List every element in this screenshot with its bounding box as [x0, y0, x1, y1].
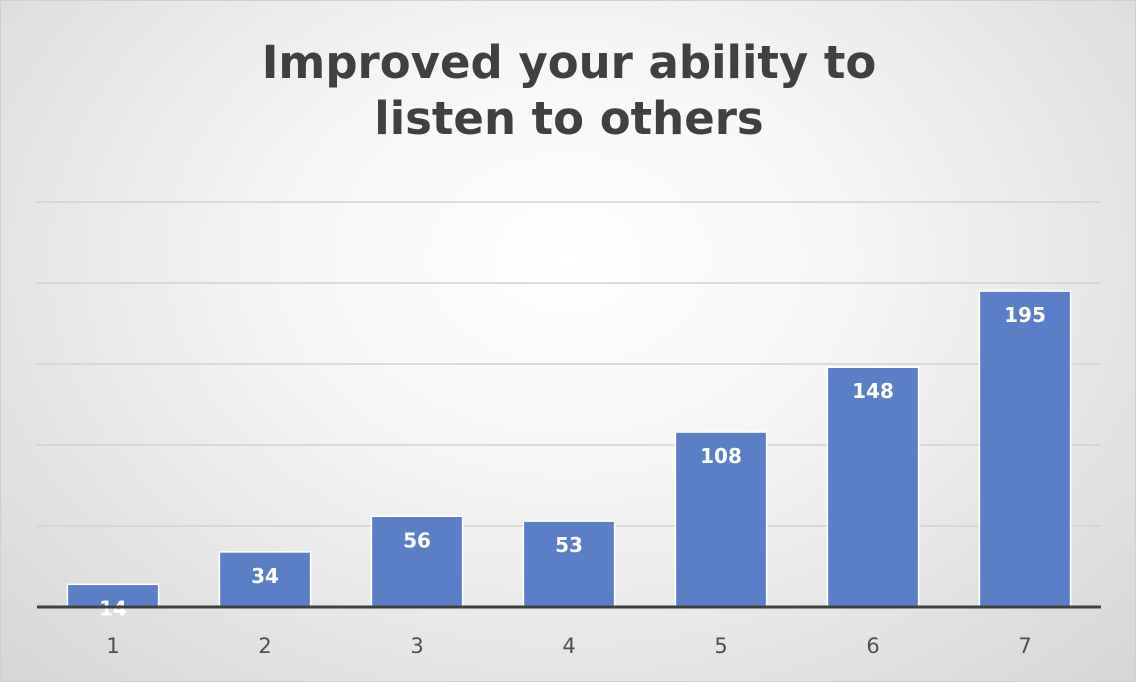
data-label: 34	[251, 564, 279, 588]
bar	[978, 290, 1072, 608]
data-label: 195	[1004, 303, 1046, 327]
x-tick-label: 2	[258, 634, 271, 658]
x-axis-ticks: 1 2 3 4 5 6 7	[106, 634, 1031, 658]
chart-title: Improved your ability to listen to other…	[261, 36, 877, 145]
data-label: 56	[403, 528, 431, 552]
bar	[826, 366, 920, 608]
bar	[522, 520, 616, 608]
x-tick-label: 7	[1018, 634, 1031, 658]
bar	[218, 551, 312, 608]
x-tick-label: 5	[714, 634, 727, 658]
bar	[674, 431, 768, 608]
x-tick-label: 6	[866, 634, 879, 658]
data-label: 53	[555, 533, 583, 557]
gridlines	[37, 201, 1101, 527]
x-tick-label: 3	[410, 634, 423, 658]
bar	[370, 515, 464, 608]
bars	[66, 290, 1072, 608]
x-tick-label: 1	[106, 634, 119, 658]
x-tick-label: 4	[562, 634, 575, 658]
data-label: 108	[700, 444, 742, 468]
data-label: 148	[852, 379, 894, 403]
